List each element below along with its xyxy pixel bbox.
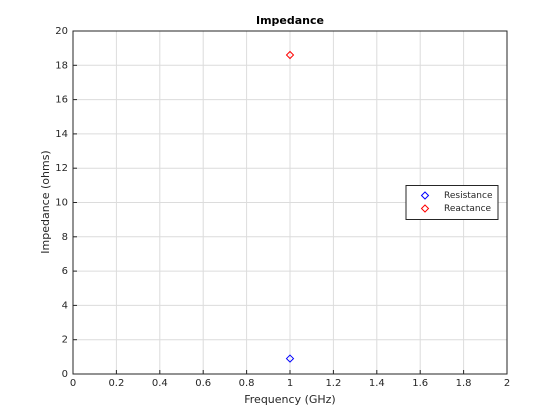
- y-tick-label: 8: [62, 232, 68, 243]
- x-axis-label: Frequency (GHz): [244, 393, 335, 406]
- legend-box: [405, 185, 499, 220]
- legend: Resistance Reactance: [405, 185, 499, 220]
- y-tick-label: 10: [55, 198, 68, 209]
- legend-label: Reactance: [444, 204, 492, 214]
- y-tick-label: 0: [62, 369, 68, 380]
- x-tick-label: 1.6: [412, 378, 428, 389]
- x-tick-label: 1.2: [325, 378, 341, 389]
- y-tick-label: 12: [55, 163, 68, 174]
- plot-frame: [72, 30, 508, 375]
- legend-marker: [420, 204, 430, 213]
- y-axis-label: Impedance (ohms): [39, 150, 52, 253]
- legend-marker: [420, 191, 430, 200]
- y-tick-label: 20: [55, 26, 68, 37]
- x-tick-label: 0.2: [108, 378, 124, 389]
- y-tick-label: 16: [55, 95, 68, 106]
- point: [285, 354, 295, 363]
- chart-title: Impedance: [256, 14, 324, 27]
- x-tick-label: 1: [287, 378, 293, 389]
- x-tick-label: 0.8: [239, 378, 255, 389]
- x-tick-label: 0.6: [195, 378, 211, 389]
- y-tick-label: 14: [55, 129, 68, 140]
- y-tick-label: 2: [62, 335, 68, 346]
- x-tick-label: 1.8: [456, 378, 472, 389]
- x-tick-label: 0: [70, 378, 76, 389]
- y-tick-label: 4: [62, 300, 68, 311]
- legend-label: Resistance: [444, 191, 493, 201]
- y-tick-label: 18: [55, 60, 68, 71]
- x-tick-label: 2: [504, 378, 510, 389]
- x-tick-label: 1.4: [369, 378, 385, 389]
- y-tick-label: 6: [62, 266, 68, 277]
- point: [285, 50, 295, 60]
- x-tick-label: 0.4: [152, 378, 168, 389]
